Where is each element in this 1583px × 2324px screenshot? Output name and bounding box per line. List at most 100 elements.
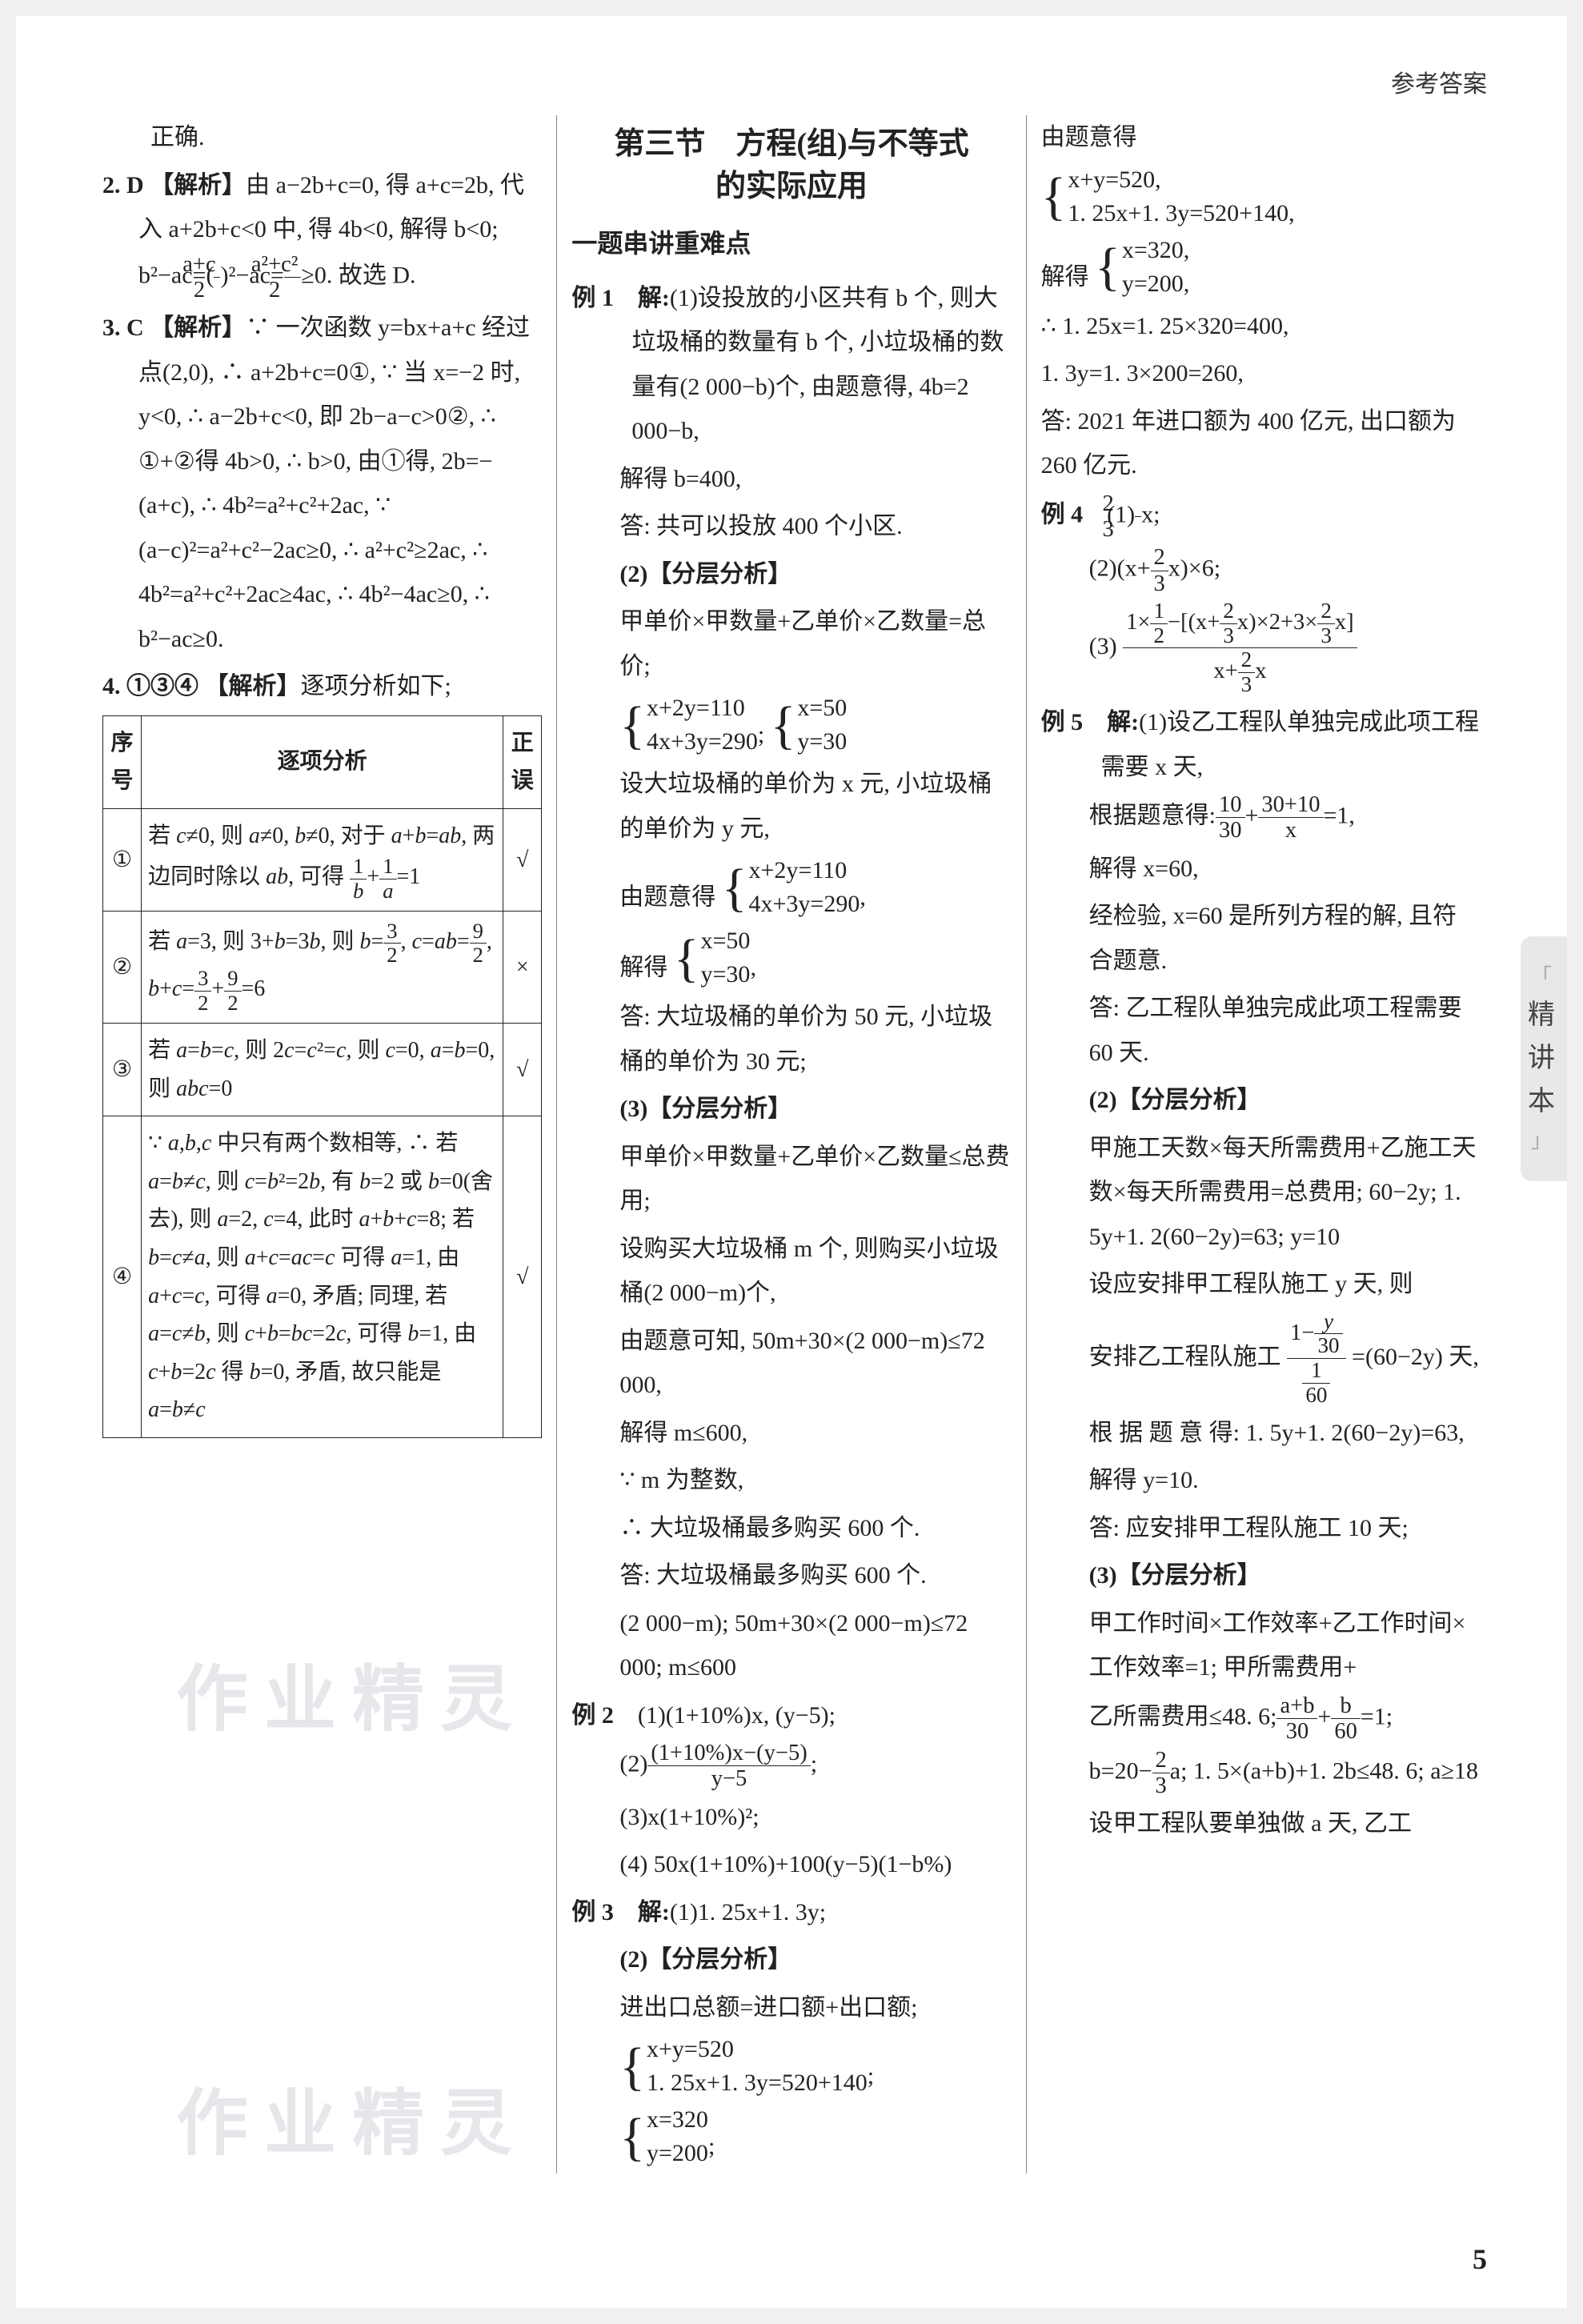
table-row: ① 若 c≠0, 则 a≠0, b≠0, 对于 a+b=ab, 两边同时除以 a… (103, 808, 542, 911)
side-tab-text: 精讲本 (1521, 994, 1567, 1124)
text: 进出口总额=进口额+出口额; (571, 1985, 1011, 2030)
equation-system: 由题意得 {x+2y=1104x+3y=290, (571, 854, 1011, 921)
td-text: 若 a=b=c, 则 2c=c²=c, 则 c=0, a=b=0, 则 abc=… (142, 1023, 503, 1116)
fraction: a²+c²2 (284, 252, 301, 303)
text: (2)(x+23x)×6; (1041, 545, 1481, 596)
text: 由题意得 (1041, 115, 1481, 160)
table-header-row: 序号 逐项分析 正误 (103, 715, 542, 808)
text: (4) 50x(1+10%)+100(y−5)(1−b%) (571, 1842, 1011, 1887)
text: 甲工作时间×工作效率+乙工作时间×工作效率=1; 甲所需费用+ (1041, 1601, 1481, 1690)
page-header: 参考答案 (88, 64, 1495, 99)
text: 甲单价×甲数量+乙单价×乙数量≤总费用; (571, 1135, 1011, 1224)
page-number: 5 (1473, 2242, 1487, 2276)
column-container: 正确. 2. D 【解析】由 a−2b+c=0, 得 a+c=2b, 代入 a+… (88, 115, 1495, 2174)
q4-head: 4. ①③④ 【解析】 (102, 673, 301, 699)
text: (1)1. 25x+1. 3y; (670, 1899, 826, 1925)
text: 答: 大垃圾桶的单价为 50 元, 小垃圾桶的单价为 30 元; (571, 995, 1011, 1084)
equation-system: 解得 {x=50y=30, (571, 924, 1011, 992)
text: 答: 大垃圾桶最多购买 600 个. (571, 1553, 1011, 1598)
text: 答: 2021 年进口额为 400 亿元, 出口额为 260 亿元. (1041, 399, 1481, 488)
th: 序号 (103, 715, 142, 808)
text: 乙所需费用≤48. 6;a+b30+b60=1; (1041, 1693, 1481, 1745)
equation-system: {x+2y=1104x+3y=290; {x=50y=30 (571, 691, 1011, 759)
equation-system: {x=320y=200; (571, 2103, 1011, 2170)
text: 设购买大垃圾桶 m 个, 则购买小垃圾桶(2 000−m)个, (571, 1227, 1011, 1316)
text: 由题意可知, 50m+30×(2 000−m)≤72 000, (571, 1319, 1011, 1408)
q4: 4. ①③④ 【解析】逐项分析如下; (102, 664, 542, 709)
q2: 2. D 【解析】由 a−2b+c=0, 得 a+c=2b, 代入 a+2b+c… (102, 163, 542, 303)
text: ∵ m 为整数, (571, 1458, 1011, 1503)
fraction: 1030 (1216, 792, 1245, 843)
td-num: ① (103, 808, 142, 911)
text: 根 据 题 意 得: 1. 5y+1. 2(60−2y)=63, (1041, 1411, 1481, 1456)
column-1: 正确. 2. D 【解析】由 a−2b+c=0, 得 a+c=2b, 代入 a+… (88, 115, 557, 2174)
section-title: 第三节 方程(组)与不等式 的实际应用 (571, 123, 1011, 208)
ex3: 例 3 解:(1)1. 25x+1. 3y; (571, 1890, 1011, 1935)
text: (1)(1+10%)x, (y−5); (638, 1702, 836, 1729)
text: b=20−23a; 1. 5×(a+b)+1. 2b≤48. 6; a≥18 (1041, 1748, 1481, 1799)
text: 答: 应安排甲工程队施工 10 天; (1041, 1506, 1481, 1551)
text: (3)【分层分析】 (571, 1087, 1011, 1132)
ex2: 例 2 (1)(1+10%)x, (y−5); (571, 1693, 1011, 1738)
text: 逐项分析如下; (301, 673, 451, 699)
column-3: 由题意得 {x+y=520,1. 25x+1. 3y=520+140, 解得 {… (1027, 115, 1495, 2174)
text: (2)【分层分析】 (571, 1937, 1011, 1982)
text: 设应安排甲工程队施工 y 天, 则 (1041, 1262, 1481, 1307)
text: 根据题意得:1030+30+10x=1, (1041, 792, 1481, 843)
text: (3) 1×12−[(x+23x)×2+3×23x] x+23x (1041, 599, 1481, 697)
text: 正确. (102, 115, 542, 160)
fraction: 30+10x (1258, 792, 1323, 843)
text: (2)【分层分析】 (1041, 1078, 1481, 1123)
text: (1)设投放的小区共有 b 个, 则大垃圾桶的数量有 b 个, 小垃圾桶的数量有… (631, 285, 1004, 445)
td-text: 若 a=3, 则 3+b=3b, 则 b=32, c=ab=92, b+c=32… (142, 911, 503, 1023)
text: 解得 b=400, (571, 457, 1011, 502)
text: (2 000−m); 50m+30×(2 000−m)≤72 000; m≤60… (571, 1601, 1011, 1690)
fraction: (1+10%)x−(y−5)y−5 (647, 1741, 810, 1792)
table-row: ④ ∵ a,b,c 中只有两个数相等, ∴ 若 a=b≠c, 则 c=b²=2b… (103, 1116, 542, 1438)
equation-system: {x+y=5201. 25x+1. 3y=520+140; (571, 2033, 1011, 2100)
text: 甲施工天数×每天所需费用+乙施工天数×每天所需费用=总费用; 60−2y; 1.… (1041, 1126, 1481, 1260)
text: (1)设乙工程队单独完成此项工程需要 x 天, (1101, 709, 1479, 780)
td-num: ③ (103, 1023, 142, 1116)
td-mark: √ (503, 1116, 542, 1438)
fraction: b60 (1331, 1693, 1361, 1745)
th: 逐项分析 (142, 715, 503, 808)
td-text: 若 c≠0, 则 a≠0, b≠0, 对于 a+b=ab, 两边同时除以 ab,… (142, 808, 503, 911)
bracket-bottom-icon: 」 (1521, 1124, 1567, 1158)
text: ∵ 一次函数 y=bx+a+c 经过点(2,0), ∴ a+2b+c=0①, ∵… (138, 315, 530, 652)
text: ∴ 大垃圾桶最多购买 600 个. (571, 1506, 1011, 1551)
table-row: ③ 若 a=b=c, 则 2c=c²=c, 则 c=0, a=b=0, 则 ab… (103, 1023, 542, 1116)
text: 解得 x=60, (1041, 847, 1481, 892)
fraction: 23 (1152, 1748, 1170, 1799)
equation-system: {x+y=520,1. 25x+1. 3y=520+140, (1041, 163, 1481, 230)
text: (3)x(1+10%)²; (571, 1795, 1011, 1840)
text: ∴ 1. 25x=1. 25×320=400, (1041, 304, 1481, 349)
fraction: a+b30 (1276, 1693, 1317, 1745)
ex5: 例 5 解:(1)设乙工程队单独完成此项工程需要 x 天, (1041, 700, 1481, 789)
text: 安排乙工程队施工 1−y30 160 =(60−2y) 天, (1041, 1310, 1481, 1408)
fraction: 1−y30 160 (1287, 1310, 1345, 1408)
q2-head: 2. D 【解析】 (102, 172, 246, 198)
page: 参考答案 正确. 2. D 【解析】由 a−2b+c=0, 得 a+c=2b, … (16, 16, 1567, 2308)
text: 解得 m≤600, (571, 1411, 1011, 1456)
q3: 3. C 【解析】∵ 一次函数 y=bx+a+c 经过点(2,0), ∴ a+2… (102, 306, 542, 661)
equation-system: 解得 {x=320,y=200, (1041, 234, 1481, 301)
td-text: ∵ a,b,c 中只有两个数相等, ∴ 若 a=b≠c, 则 c=b²=2b, … (142, 1116, 503, 1438)
ex-label: 例 5 解: (1041, 709, 1140, 735)
ex-label: 例 3 解: (571, 1899, 670, 1925)
bracket-top-icon: 「 (1521, 960, 1567, 994)
td-num: ④ (103, 1116, 142, 1438)
q3-head: 3. C 【解析】 (102, 315, 246, 341)
ex-label: 例 4 (1041, 501, 1084, 527)
text: 经检验, x=60 是所列方程的解, 且符合题意. (1041, 894, 1481, 983)
text: (2)(1+10%)x−(y−5)y−5; (571, 1741, 1011, 1792)
text: 答: 乙工程队单独完成此项工程需要 60 天. (1041, 986, 1481, 1075)
subsection-title: 一题串讲重难点 (571, 220, 1011, 267)
ex4: 例 4 (1)23x; (1041, 491, 1481, 543)
analysis-table: 序号 逐项分析 正误 ① 若 c≠0, 则 a≠0, b≠0, 对于 a+b=a… (102, 715, 542, 1438)
text: 设大垃圾桶的单价为 x 元, 小垃圾桶的单价为 y 元, (571, 762, 1011, 851)
text: (2)【分层分析】 (571, 552, 1011, 597)
td-mark: × (503, 911, 542, 1023)
td-mark: √ (503, 808, 542, 911)
text: 设甲工程队要单独做 a 天, 乙工 (1041, 1801, 1481, 1846)
